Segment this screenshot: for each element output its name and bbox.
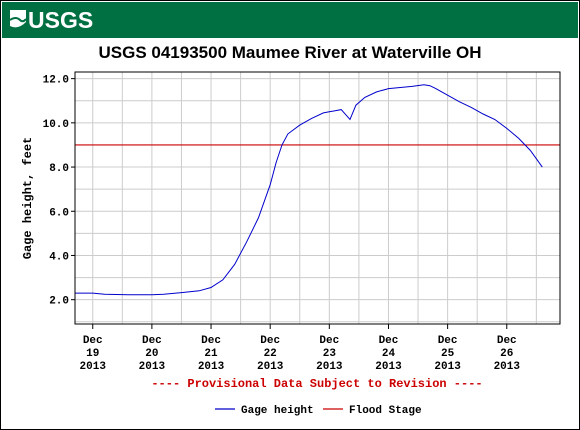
x-tick-label: Dec (83, 335, 103, 347)
x-tick-label: 21 (204, 348, 218, 360)
x-tick-label: Dec (142, 335, 162, 347)
x-tick-label: 22 (264, 348, 277, 360)
x-tick-label: 2013 (375, 361, 402, 373)
x-tick-label: Dec (201, 335, 221, 347)
plot-area (75, 72, 560, 324)
usgs-banner: USGS (2, 2, 578, 38)
x-tick-label: Dec (438, 335, 458, 347)
usgs-logo-text: USGS (28, 7, 93, 33)
y-tick-label: 8.0 (49, 163, 69, 175)
gage-height-line (75, 84, 543, 296)
x-tick-label: 25 (441, 348, 455, 360)
legend-flood-label: Flood Stage (349, 405, 422, 417)
x-tick-label: 2013 (494, 361, 521, 373)
x-tick-label: 2013 (316, 361, 343, 373)
x-tick-label: 2013 (434, 361, 461, 373)
y-tick-label: 10.0 (43, 119, 69, 131)
x-tick-label: 20 (145, 348, 158, 360)
x-tick-label: 26 (500, 348, 513, 360)
chart-title: USGS 04193500 Maumee River at Waterville… (98, 43, 482, 62)
x-tick-label: Dec (260, 335, 280, 347)
x-tick-label: 2013 (139, 361, 166, 373)
x-tick-label: Dec (379, 335, 399, 347)
x-tick-label: 24 (382, 348, 396, 360)
y-tick-label: 4.0 (49, 251, 69, 263)
provisional-note: ---- Provisional Data Subject to Revisio… (151, 377, 482, 391)
x-tick-label: 2013 (80, 361, 107, 373)
x-tick-label: Dec (497, 335, 517, 347)
y-tick-label: 12.0 (43, 75, 69, 87)
y-axis-label: Gage height, feet (21, 137, 35, 259)
y-tick-label: 6.0 (49, 207, 69, 219)
x-tick-label: 19 (86, 348, 99, 360)
usgs-logo[interactable]: USGS (8, 4, 94, 36)
x-tick-label: 2013 (198, 361, 225, 373)
plot-border (74, 71, 561, 325)
y-tick-label: 2.0 (49, 296, 69, 308)
x-tick-label: Dec (319, 335, 339, 347)
x-tick-label: 2013 (257, 361, 284, 373)
legend-gage-label: Gage height (241, 405, 314, 417)
usgs-logo-wave-cut-icon (9, 17, 27, 23)
x-tick-label: 23 (323, 348, 337, 360)
